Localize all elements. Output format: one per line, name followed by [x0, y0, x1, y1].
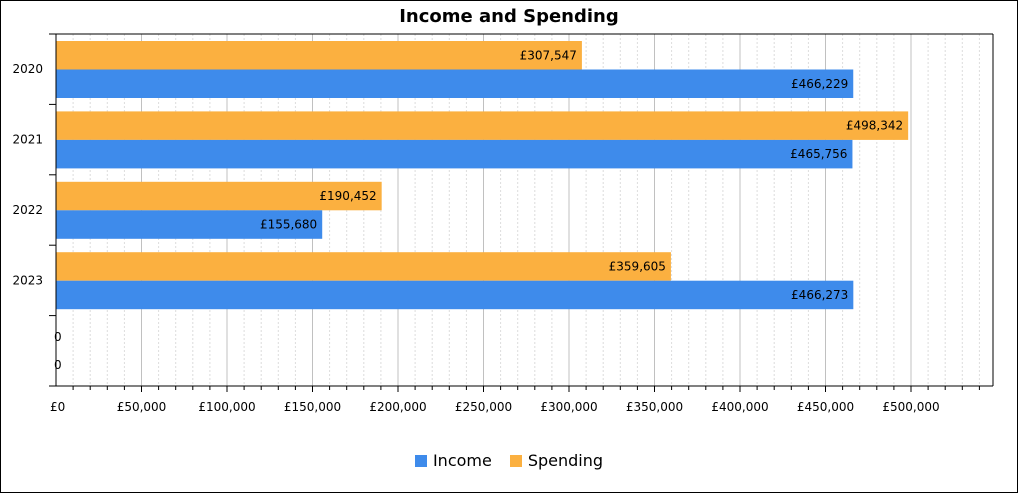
legend-swatch-spending — [509, 454, 522, 467]
x-tick-label: £300,000 — [540, 400, 597, 414]
bar-income — [56, 139, 853, 169]
x-tick-label: £500,000 — [882, 400, 939, 414]
legend-item-spending[interactable]: Spending — [509, 451, 604, 470]
bar-income — [56, 210, 323, 239]
y-tick-label: 2020 — [12, 62, 43, 76]
bar-spending — [56, 41, 582, 70]
data-label: £466,229 — [791, 77, 848, 91]
x-tick-label: £100,000 — [198, 400, 255, 414]
y-tick-label: 0 — [54, 330, 62, 344]
y-tick-label: 2022 — [12, 203, 43, 217]
x-tick-label: £350,000 — [626, 400, 683, 414]
legend-swatch-income — [414, 454, 427, 467]
x-tick-label: £400,000 — [711, 400, 768, 414]
data-label: £359,605 — [609, 259, 666, 273]
legend-label: Income — [432, 451, 492, 470]
x-tick-label: £0 — [50, 400, 65, 414]
y-tick-label: 2021 — [12, 133, 43, 147]
legend-item-income[interactable]: Income — [414, 451, 492, 470]
x-tick-label: £450,000 — [797, 400, 854, 414]
x-tick-label: £150,000 — [284, 400, 341, 414]
data-label: £155,680 — [260, 218, 317, 232]
legend: Income Spending — [1, 451, 1017, 470]
bar-spending — [56, 181, 382, 211]
data-label: £307,547 — [520, 48, 577, 62]
legend-label: Spending — [527, 451, 604, 470]
plot-area: 2020 £307,547 £466,229 2021 £498,342 £465,756… — [12, 33, 994, 414]
chart-title: Income and Spending — [399, 6, 619, 27]
y-tick-label: 0 — [54, 358, 62, 372]
bar-income — [56, 69, 854, 98]
x-tick-label: £50,000 — [117, 400, 167, 414]
bar-income — [56, 280, 854, 310]
data-label: £498,342 — [846, 119, 903, 133]
bar-spending — [56, 252, 671, 281]
bar-spending — [56, 111, 909, 140]
data-label: £465,756 — [790, 147, 847, 161]
x-tick-label: £250,000 — [455, 400, 512, 414]
y-tick-label: 2023 — [12, 273, 43, 287]
data-label: £190,452 — [319, 189, 376, 203]
x-tick-label: £200,000 — [369, 400, 426, 414]
data-label: £466,273 — [791, 288, 848, 302]
